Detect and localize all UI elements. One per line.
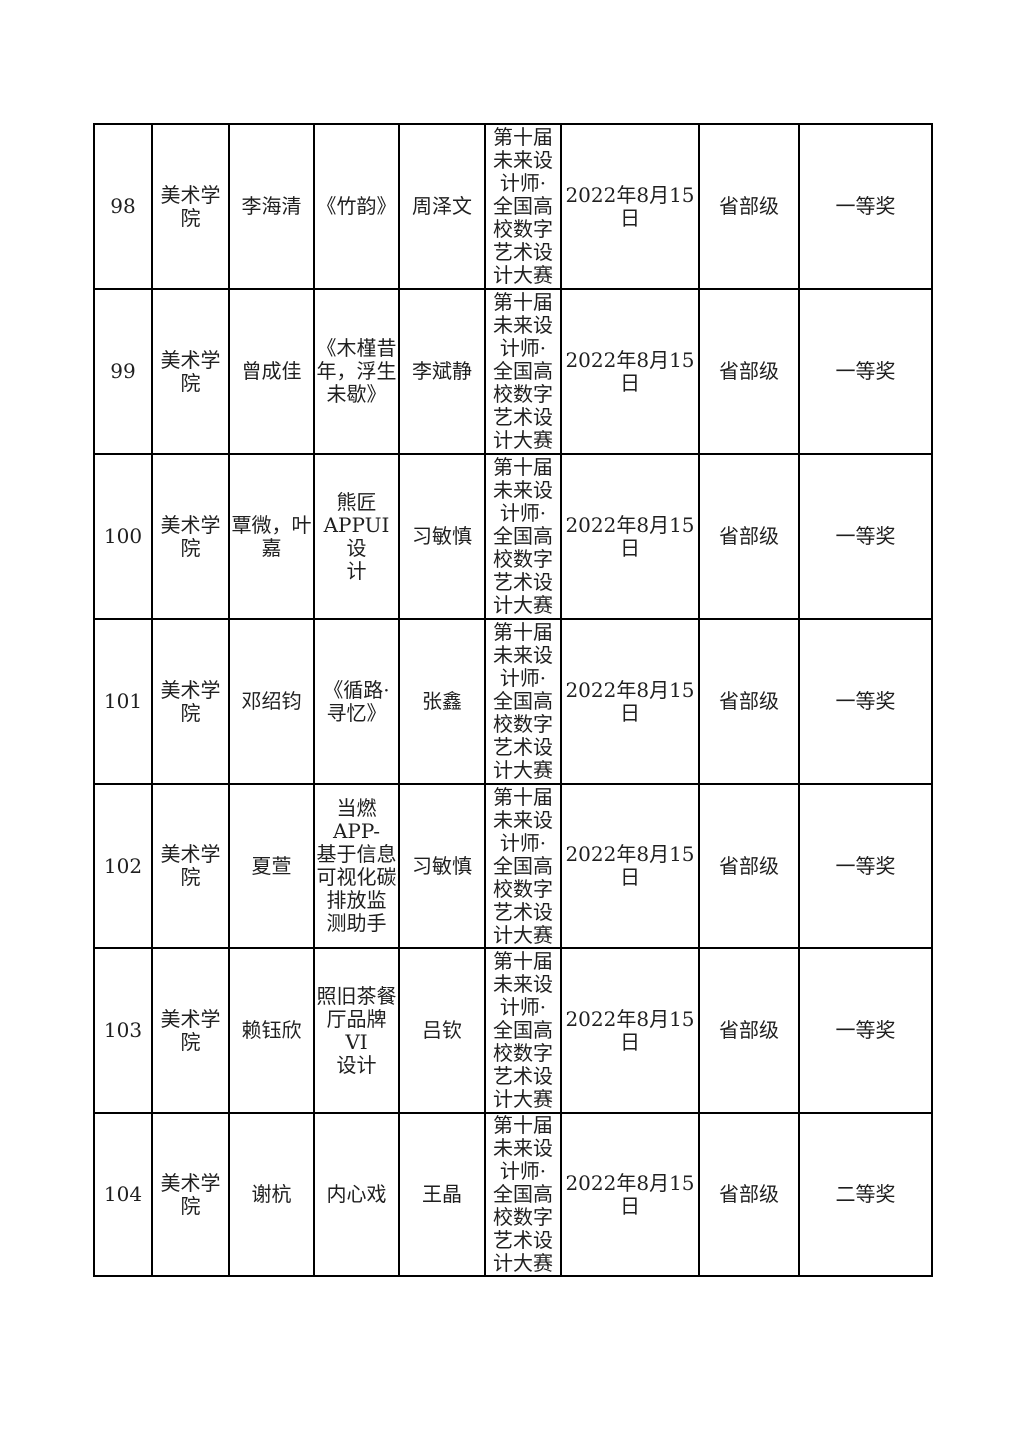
cell-level: 省部级 [698,947,800,1114]
cell-competition: 第十届 未来设 计师· 全国高 校数字 艺术设 计大赛 [484,1112,562,1277]
cell-date: 2022年8月15日 [560,947,700,1114]
cell-award: 一等奖 [798,618,933,785]
cell-award: 一等奖 [798,123,933,290]
cell-competition: 第十届 未来设 计师· 全国高 校数字 艺术设 计大赛 [484,618,562,785]
cell-award: 一等奖 [798,947,933,1114]
cell-students: 曾成佳 [228,288,315,455]
cell-competition: 第十届 未来设 计师· 全国高 校数字 艺术设 计大赛 [484,288,562,455]
cell-award: 一等奖 [798,783,933,949]
cell-work: 照旧茶餐 厅品牌VI 设计 [313,947,400,1114]
cell-college: 美术学 院 [151,288,230,455]
table-row: 104 美术学 院 谢杭 内心戏 王晶 第十届 未来设 计师· 全国高 校数字 … [93,1112,933,1277]
cell-no: 98 [93,123,153,290]
table-row: 98 美术学 院 李海清 《竹韵》 周泽文 第十届 未来设 计师· 全国高 校数… [93,123,933,290]
cell-students: 夏萱 [228,783,315,949]
cell-college: 美术学 院 [151,1112,230,1277]
cell-date: 2022年8月15日 [560,453,700,620]
table-row: 101 美术学 院 邓绍钧 《循路· 寻忆》 张鑫 第十届 未来设 计师· 全国… [93,618,933,785]
cell-advisor: 王晶 [398,1112,486,1277]
cell-work: 熊匠 APPUI设 计 [313,453,400,620]
cell-competition: 第十届 未来设 计师· 全国高 校数字 艺术设 计大赛 [484,123,562,290]
cell-level: 省部级 [698,288,800,455]
cell-advisor: 周泽文 [398,123,486,290]
cell-college: 美术学 院 [151,453,230,620]
cell-college: 美术学 院 [151,123,230,290]
cell-students: 赖钰欣 [228,947,315,1114]
cell-competition: 第十届 未来设 计师· 全国高 校数字 艺术设 计大赛 [484,453,562,620]
table-row: 103 美术学 院 赖钰欣 照旧茶餐 厅品牌VI 设计 吕钦 第十届 未来设 计… [93,947,933,1114]
cell-work: 《木槿昔 年，浮生 未歇》 [313,288,400,455]
cell-date: 2022年8月15日 [560,618,700,785]
cell-advisor: 习敏慎 [398,453,486,620]
table-row: 100 美术学 院 覃微，叶 嘉 熊匠 APPUI设 计 习敏慎 第十届 未来设… [93,453,933,620]
cell-award: 二等奖 [798,1112,933,1277]
cell-level: 省部级 [698,453,800,620]
cell-date: 2022年8月15日 [560,288,700,455]
cell-award: 一等奖 [798,288,933,455]
cell-no: 99 [93,288,153,455]
cell-advisor: 吕钦 [398,947,486,1114]
cell-students: 李海清 [228,123,315,290]
cell-work: 内心戏 [313,1112,400,1277]
cell-award: 一等奖 [798,453,933,620]
cell-work: 《循路· 寻忆》 [313,618,400,785]
cell-no: 104 [93,1112,153,1277]
cell-college: 美术学 院 [151,783,230,949]
cell-date: 2022年8月15日 [560,1112,700,1277]
cell-no: 103 [93,947,153,1114]
awards-table: 98 美术学 院 李海清 《竹韵》 周泽文 第十届 未来设 计师· 全国高 校数… [93,123,933,1277]
cell-competition: 第十届 未来设 计师· 全国高 校数字 艺术设 计大赛 [484,783,562,949]
cell-students: 谢杭 [228,1112,315,1277]
cell-no: 101 [93,618,153,785]
cell-advisor: 张鑫 [398,618,486,785]
cell-no: 100 [93,453,153,620]
cell-date: 2022年8月15日 [560,783,700,949]
cell-competition: 第十届 未来设 计师· 全国高 校数字 艺术设 计大赛 [484,947,562,1114]
cell-level: 省部级 [698,618,800,785]
cell-level: 省部级 [698,1112,800,1277]
cell-no: 102 [93,783,153,949]
cell-level: 省部级 [698,783,800,949]
cell-college: 美术学 院 [151,618,230,785]
cell-level: 省部级 [698,123,800,290]
cell-college: 美术学 院 [151,947,230,1114]
table-row: 99 美术学 院 曾成佳 《木槿昔 年，浮生 未歇》 李斌静 第十届 未来设 计… [93,288,933,455]
cell-advisor: 习敏慎 [398,783,486,949]
cell-work: 当燃APP- 基于信息 可视化碳 排放监 测助手 [313,783,400,949]
cell-advisor: 李斌静 [398,288,486,455]
cell-date: 2022年8月15日 [560,123,700,290]
cell-work: 《竹韵》 [313,123,400,290]
table-row: 102 美术学 院 夏萱 当燃APP- 基于信息 可视化碳 排放监 测助手 习敏… [93,783,933,949]
cell-students: 覃微，叶 嘉 [228,453,315,620]
cell-students: 邓绍钧 [228,618,315,785]
